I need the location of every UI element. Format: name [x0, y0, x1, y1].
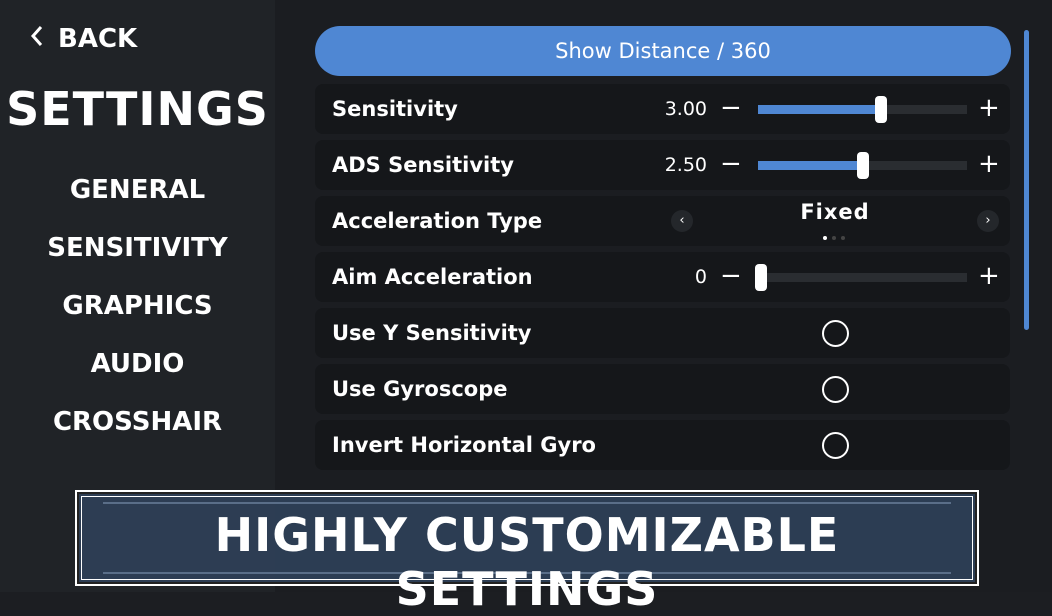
nav-audio[interactable]: AUDIO	[90, 349, 185, 379]
plus-icon[interactable]: +	[978, 93, 1000, 123]
page-dots	[823, 236, 845, 240]
back-label: BACK	[58, 24, 138, 54]
toggle-radio[interactable]	[822, 320, 849, 347]
plus-icon[interactable]: +	[978, 149, 1000, 179]
setting-value: 3.00	[664, 98, 707, 120]
slider-thumb[interactable]	[875, 96, 888, 123]
setting-label: Aim Acceleration	[332, 265, 533, 289]
minus-icon[interactable]: −	[720, 149, 742, 179]
slider-thumb[interactable]	[755, 264, 768, 291]
setting-label: ADS Sensitivity	[332, 153, 514, 177]
plus-icon[interactable]: +	[978, 261, 1000, 291]
setting-label: Invert Horizontal Gyro	[332, 433, 596, 457]
setting-value: 2.50	[664, 154, 707, 176]
banner-text: HIGHLY CUSTOMIZABLE SETTINGS	[214, 508, 840, 616]
show-distance-button[interactable]: Show Distance / 360	[315, 26, 1011, 76]
setting-row-sensitivity: Sensitivity 3.00 − +	[315, 84, 1010, 134]
setting-label: Use Gyroscope	[332, 377, 508, 401]
toggle-radio[interactable]	[822, 432, 849, 459]
promo-banner: HIGHLY CUSTOMIZABLE SETTINGS	[75, 490, 979, 616]
setting-row-use-y-sensitivity: Use Y Sensitivity	[315, 308, 1010, 358]
setting-row-acceleration-type: Acceleration Type ‹ Fixed ›	[315, 196, 1010, 246]
back-button[interactable]: BACK	[30, 24, 137, 54]
chevron-right-icon[interactable]: ›	[977, 210, 999, 232]
setting-row-use-gyroscope: Use Gyroscope	[315, 364, 1010, 414]
minus-icon[interactable]: −	[720, 261, 742, 291]
setting-label: Sensitivity	[332, 97, 458, 121]
page-title: SETTINGS	[6, 82, 269, 136]
slider-thumb[interactable]	[856, 152, 869, 179]
setting-label: Use Y Sensitivity	[332, 321, 532, 345]
setting-row-ads-sensitivity: ADS Sensitivity 2.50 − +	[315, 140, 1010, 190]
minus-icon[interactable]: −	[720, 93, 742, 123]
setting-row-invert-horizontal-gyro: Invert Horizontal Gyro	[315, 420, 1010, 470]
chevron-left-icon[interactable]: ‹	[671, 210, 693, 232]
slider-fill	[758, 105, 882, 114]
slider[interactable]	[758, 152, 967, 179]
slider[interactable]	[755, 264, 967, 291]
nav-sensitivity[interactable]: SENSITIVITY	[47, 233, 228, 263]
setting-value: 0	[694, 266, 707, 288]
slider[interactable]	[758, 96, 967, 123]
chevron-left-icon	[30, 24, 44, 54]
selected-option: Fixed	[800, 200, 870, 224]
nav-crosshair[interactable]: CROSSHAIR	[52, 407, 223, 437]
slider-fill	[758, 161, 863, 170]
setting-label: Acceleration Type	[332, 209, 543, 233]
nav-graphics[interactable]: GRAPHICS	[62, 291, 213, 321]
setting-row-aim-acceleration: Aim Acceleration 0 − +	[315, 252, 1010, 302]
nav-general[interactable]: GENERAL	[69, 175, 206, 205]
scrollbar[interactable]	[1024, 30, 1029, 330]
toggle-radio[interactable]	[822, 376, 849, 403]
